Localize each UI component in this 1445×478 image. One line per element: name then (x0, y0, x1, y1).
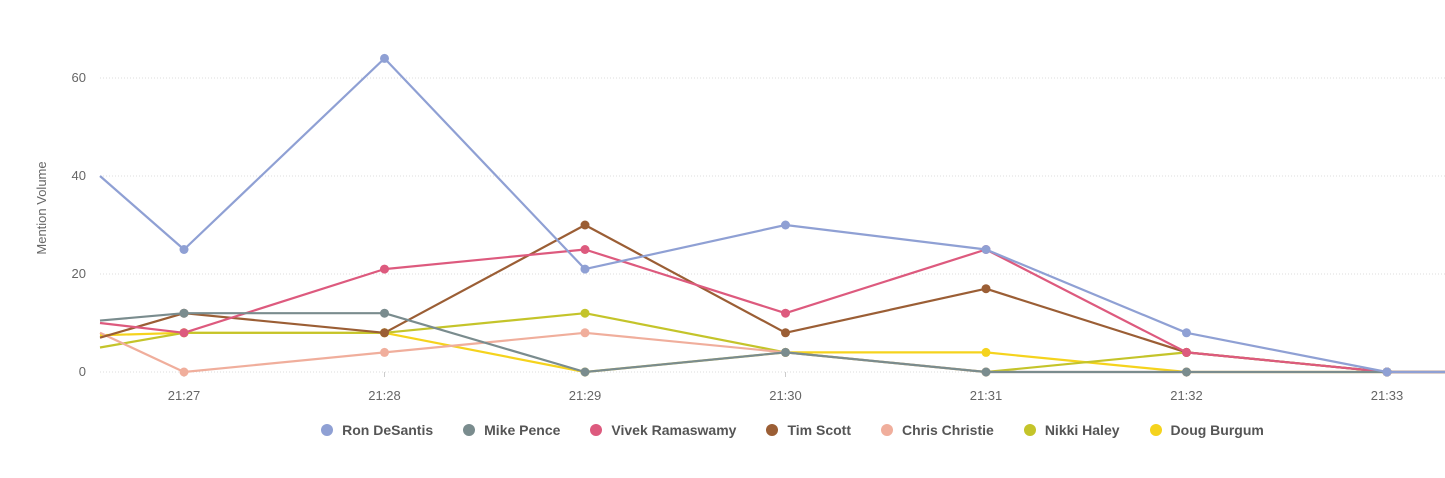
data-point[interactable] (781, 328, 790, 338)
data-point[interactable] (580, 328, 590, 338)
data-point[interactable] (981, 367, 991, 377)
series-line (99, 331, 1445, 374)
legend-item[interactable]: Chris Christie (881, 422, 994, 438)
legend-label: Tim Scott (787, 422, 851, 438)
data-point[interactable] (179, 328, 189, 338)
x-tick-label: 21:28 (368, 388, 401, 403)
legend-marker (1023, 424, 1036, 436)
legend-marker (881, 424, 893, 436)
legend-marker (766, 424, 779, 436)
data-point[interactable] (380, 53, 389, 63)
data-point[interactable] (1182, 367, 1191, 377)
legend-item[interactable]: Mike Pence (463, 422, 560, 438)
gridlines (100, 77, 1445, 373)
legend-marker (590, 424, 603, 436)
data-point[interactable] (981, 284, 991, 294)
series-chris-christie (99, 328, 1445, 377)
legend-label: Chris Christie (902, 422, 994, 438)
series-nikki-haley (99, 308, 1445, 377)
data-point[interactable] (1182, 328, 1191, 338)
series-line (99, 331, 1445, 374)
data-point[interactable] (580, 308, 590, 318)
series-doug-burgum (99, 328, 1445, 377)
data-point[interactable] (1382, 367, 1392, 377)
legend-label: Ron DeSantis (342, 422, 434, 438)
legend-item[interactable]: Tim Scott (766, 422, 851, 438)
series-ron-desantis (99, 53, 1445, 377)
legend-marker (463, 424, 476, 436)
series-line (99, 312, 1445, 374)
series-mike-pence (99, 308, 1445, 377)
data-point[interactable] (1182, 347, 1191, 357)
x-tick-label: 21:31 (970, 388, 1003, 403)
data-point[interactable] (179, 245, 189, 254)
legend-label: Mike Pence (484, 422, 561, 438)
data-point[interactable] (580, 264, 590, 274)
data-point[interactable] (781, 308, 790, 318)
x-tick-label: 21:30 (769, 388, 802, 403)
data-point[interactable] (781, 347, 790, 357)
x-tick-label: 21:32 (1170, 388, 1203, 403)
legend-item[interactable]: Doug Burgum (1149, 422, 1264, 438)
series-line (99, 312, 1445, 374)
y-tick-label: 20 (72, 266, 86, 281)
data-point[interactable] (380, 308, 389, 318)
y-tick-label: 0 (79, 364, 86, 379)
data-point[interactable] (380, 347, 389, 357)
data-point[interactable] (580, 245, 590, 254)
data-point[interactable] (179, 367, 189, 377)
data-point[interactable] (981, 347, 991, 357)
series-vivek-ramaswamy (99, 245, 1445, 377)
x-tick-label: 21:29 (569, 388, 602, 403)
y-tick-label: 40 (72, 168, 86, 183)
data-point[interactable] (981, 245, 991, 254)
legend-label: Doug Burgum (1170, 422, 1264, 438)
legend: Ron DeSantis Mike Pence Vivek Ramaswamy Tim… (0, 422, 1445, 442)
x-tick-label: 21:33 (1371, 388, 1404, 403)
x-axis-ticks: 21:27 21:28 21:29 21:30 21:31 21:32 21:33 (168, 372, 1404, 403)
legend-label: Vivek Ramaswamy (611, 422, 737, 438)
data-point[interactable] (580, 220, 590, 230)
legend-label: Nikki Haley (1044, 422, 1120, 438)
legend-item[interactable]: Nikki Haley (1023, 422, 1120, 438)
data-point[interactable] (380, 328, 389, 338)
legend-marker (1149, 424, 1162, 436)
series-lines (99, 53, 1445, 377)
y-axis-label: Mention Volume (34, 161, 49, 254)
legend-marker (321, 424, 334, 436)
legend-item[interactable]: Ron DeSantis (321, 422, 433, 438)
data-point[interactable] (179, 308, 189, 318)
y-tick-label: 60 (72, 70, 86, 85)
data-point[interactable] (781, 220, 790, 230)
x-tick-label: 21:27 (168, 388, 201, 403)
data-point[interactable] (380, 264, 389, 274)
legend-item[interactable]: Vivek Ramaswamy (590, 422, 736, 438)
data-point[interactable] (580, 367, 590, 377)
y-axis-ticks: 0 20 40 60 (72, 70, 86, 379)
